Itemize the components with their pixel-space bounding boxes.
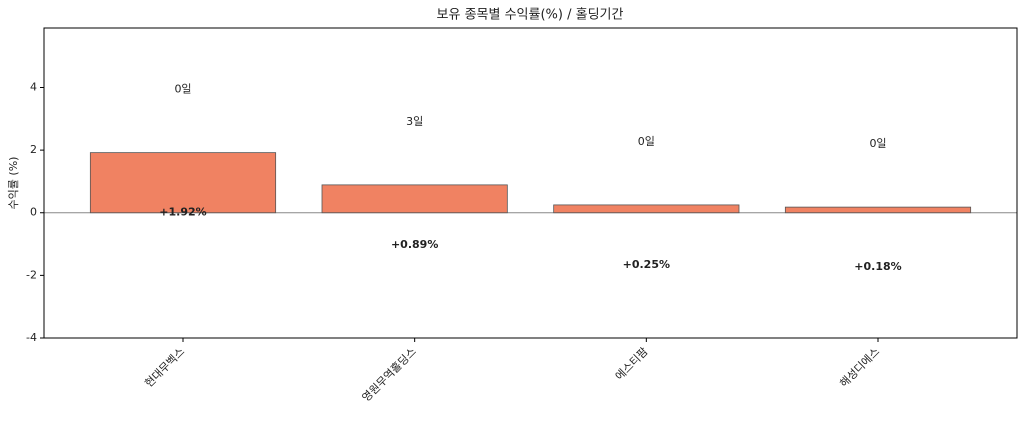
bar: [784, 206, 972, 214]
chart-title: 보유 종목별 수익률(%) / 홀딩기간: [437, 8, 624, 23]
value-label: +0.25%: [623, 258, 670, 271]
x-tick-label: 해성디에스: [837, 344, 883, 390]
y-tick-label: -4: [26, 331, 37, 344]
value-label: +0.18%: [854, 260, 901, 273]
x-tick-label: 현대무벡스: [142, 345, 187, 390]
value-label: +0.89%: [391, 238, 438, 251]
holding-days: 0일: [174, 82, 191, 96]
value-label: +1.92%: [159, 206, 206, 219]
holding-days: 3일: [406, 114, 423, 128]
x-tick-label: 에스티팜: [613, 345, 651, 383]
bar: [89, 152, 277, 214]
holding-days: 0일: [869, 136, 886, 150]
holding-days: 0일: [638, 134, 655, 148]
y-tick-label: 2: [30, 143, 37, 156]
plot-frame: [43, 27, 1018, 339]
y-tick-label: -2: [26, 268, 37, 281]
bar: [321, 184, 508, 214]
y-axis-label: 수익률 (%): [7, 157, 20, 210]
bar: [553, 204, 740, 214]
y-tick-label: 4: [30, 80, 37, 93]
y-tick-label: 0: [30, 206, 37, 219]
x-tick-label: 영원무역홀딩스: [360, 345, 419, 404]
